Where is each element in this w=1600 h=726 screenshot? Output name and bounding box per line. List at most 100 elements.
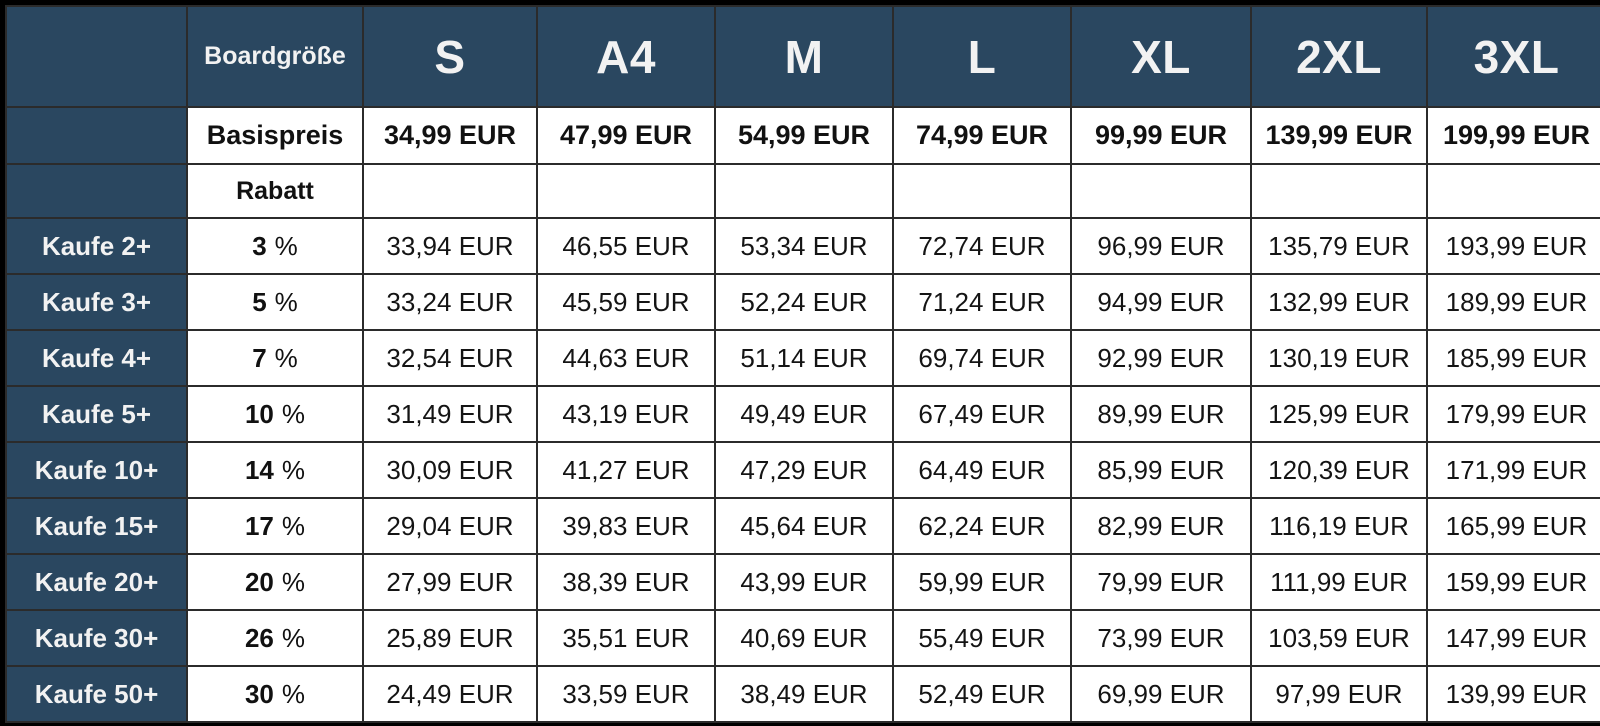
- tier-discount: 10%: [186, 385, 364, 443]
- price-xl: 85,99 EUR: [1070, 441, 1252, 499]
- price-a4: 41,27 EUR: [536, 441, 716, 499]
- price-3xl: 193,99 EUR: [1426, 217, 1600, 275]
- tier-label: Kaufe 30+: [5, 609, 188, 667]
- empty-cell: [892, 163, 1072, 219]
- price-a4: 45,59 EUR: [536, 273, 716, 331]
- discount-value: 7: [252, 342, 267, 373]
- price-l: 59,99 EUR: [892, 553, 1072, 611]
- price-l: 72,74 EUR: [892, 217, 1072, 275]
- price-xl: 89,99 EUR: [1070, 385, 1252, 443]
- price-s: 31,49 EUR: [362, 385, 538, 443]
- price-2xl: 130,19 EUR: [1250, 329, 1428, 387]
- base-price-row: Basispreis 34,99 EUR 47,99 EUR 54,99 EUR…: [5, 106, 1600, 165]
- tier-label: Kaufe 3+: [5, 273, 188, 331]
- tier-discount: 17%: [186, 497, 364, 555]
- tier-row-kaufe-20: Kaufe 20+ 20% 27,99 EUR 38,39 EUR 43,99 …: [5, 553, 1600, 611]
- size-header-m: M: [714, 5, 894, 108]
- tier-discount: 20%: [186, 553, 364, 611]
- price-l: 71,24 EUR: [892, 273, 1072, 331]
- percent-sign: %: [281, 510, 306, 541]
- price-2xl: 125,99 EUR: [1250, 385, 1428, 443]
- price-l: 69,74 EUR: [892, 329, 1072, 387]
- discount-value: 26: [244, 622, 274, 653]
- price-a4: 35,51 EUR: [536, 609, 716, 667]
- price-2xl: 111,99 EUR: [1250, 553, 1428, 611]
- size-header-s: S: [362, 5, 538, 108]
- discount-value: 17: [244, 510, 274, 541]
- tier-row-kaufe-5: Kaufe 5+ 10% 31,49 EUR 43,19 EUR 49,49 E…: [5, 385, 1600, 443]
- price-s: 24,49 EUR: [362, 665, 538, 723]
- tier-discount: 5%: [186, 273, 364, 331]
- tier-label: Kaufe 5+: [5, 385, 188, 443]
- price-xl: 96,99 EUR: [1070, 217, 1252, 275]
- size-header-xl: XL: [1070, 5, 1252, 108]
- price-3xl: 139,99 EUR: [1426, 665, 1600, 723]
- tier-row-kaufe-2: Kaufe 2+ 3% 33,94 EUR 46,55 EUR 53,34 EU…: [5, 217, 1600, 275]
- price-xl: 73,99 EUR: [1070, 609, 1252, 667]
- tier-discount: 3%: [186, 217, 364, 275]
- tier-discount: 14%: [186, 441, 364, 499]
- percent-sign: %: [281, 398, 306, 429]
- price-3xl: 171,99 EUR: [1426, 441, 1600, 499]
- size-column-header: Boardgröße: [186, 5, 364, 108]
- price-l: 55,49 EUR: [892, 609, 1072, 667]
- price-xl: 94,99 EUR: [1070, 273, 1252, 331]
- tier-label: Kaufe 15+: [5, 497, 188, 555]
- price-l: 67,49 EUR: [892, 385, 1072, 443]
- percent-sign: %: [281, 454, 306, 485]
- tier-label: Kaufe 4+: [5, 329, 188, 387]
- corner-cell: [5, 5, 188, 108]
- base-price-3xl: 199,99 EUR: [1426, 106, 1600, 165]
- price-s: 30,09 EUR: [362, 441, 538, 499]
- price-m: 51,14 EUR: [714, 329, 894, 387]
- tier-discount: 30%: [186, 665, 364, 723]
- percent-sign: %: [274, 286, 298, 317]
- base-price-l: 74,99 EUR: [892, 106, 1072, 165]
- price-3xl: 179,99 EUR: [1426, 385, 1600, 443]
- discount-value: 10: [244, 398, 274, 429]
- price-l: 64,49 EUR: [892, 441, 1072, 499]
- size-header-l: L: [892, 5, 1072, 108]
- price-m: 52,24 EUR: [714, 273, 894, 331]
- tier-label: Kaufe 10+: [5, 441, 188, 499]
- price-2xl: 132,99 EUR: [1250, 273, 1428, 331]
- discount-row-spacer-cell: [5, 163, 188, 219]
- price-2xl: 103,59 EUR: [1250, 609, 1428, 667]
- price-m: 45,64 EUR: [714, 497, 894, 555]
- price-xl: 92,99 EUR: [1070, 329, 1252, 387]
- discount-value: 30: [244, 678, 274, 709]
- tier-discount: 26%: [186, 609, 364, 667]
- tier-row-kaufe-15: Kaufe 15+ 17% 29,04 EUR 39,83 EUR 45,64 …: [5, 497, 1600, 555]
- price-s: 27,99 EUR: [362, 553, 538, 611]
- discount-header-row: Rabatt: [5, 163, 1600, 219]
- tier-label: Kaufe 50+: [5, 665, 188, 723]
- price-s: 29,04 EUR: [362, 497, 538, 555]
- price-3xl: 185,99 EUR: [1426, 329, 1600, 387]
- price-3xl: 147,99 EUR: [1426, 609, 1600, 667]
- price-s: 25,89 EUR: [362, 609, 538, 667]
- empty-cell: [536, 163, 716, 219]
- empty-cell: [362, 163, 538, 219]
- price-m: 40,69 EUR: [714, 609, 894, 667]
- tier-discount: 7%: [186, 329, 364, 387]
- price-s: 33,94 EUR: [362, 217, 538, 275]
- price-3xl: 189,99 EUR: [1426, 273, 1600, 331]
- price-m: 38,49 EUR: [714, 665, 894, 723]
- discount-value: 5: [252, 286, 267, 317]
- tier-row-kaufe-30: Kaufe 30+ 26% 25,89 EUR 35,51 EUR 40,69 …: [5, 609, 1600, 667]
- base-price-s: 34,99 EUR: [362, 106, 538, 165]
- price-a4: 38,39 EUR: [536, 553, 716, 611]
- discount-value: 3: [252, 230, 267, 261]
- price-xl: 79,99 EUR: [1070, 553, 1252, 611]
- tier-row-kaufe-50: Kaufe 50+ 30% 24,49 EUR 33,59 EUR 38,49 …: [5, 665, 1600, 723]
- percent-sign: %: [281, 678, 306, 709]
- price-a4: 33,59 EUR: [536, 665, 716, 723]
- price-2xl: 135,79 EUR: [1250, 217, 1428, 275]
- size-header-3xl: 3XL: [1426, 5, 1600, 108]
- empty-cell: [714, 163, 894, 219]
- price-2xl: 97,99 EUR: [1250, 665, 1428, 723]
- price-a4: 46,55 EUR: [536, 217, 716, 275]
- tier-row-kaufe-4: Kaufe 4+ 7% 32,54 EUR 44,63 EUR 51,14 EU…: [5, 329, 1600, 387]
- size-header-2xl: 2XL: [1250, 5, 1428, 108]
- base-price-m: 54,99 EUR: [714, 106, 894, 165]
